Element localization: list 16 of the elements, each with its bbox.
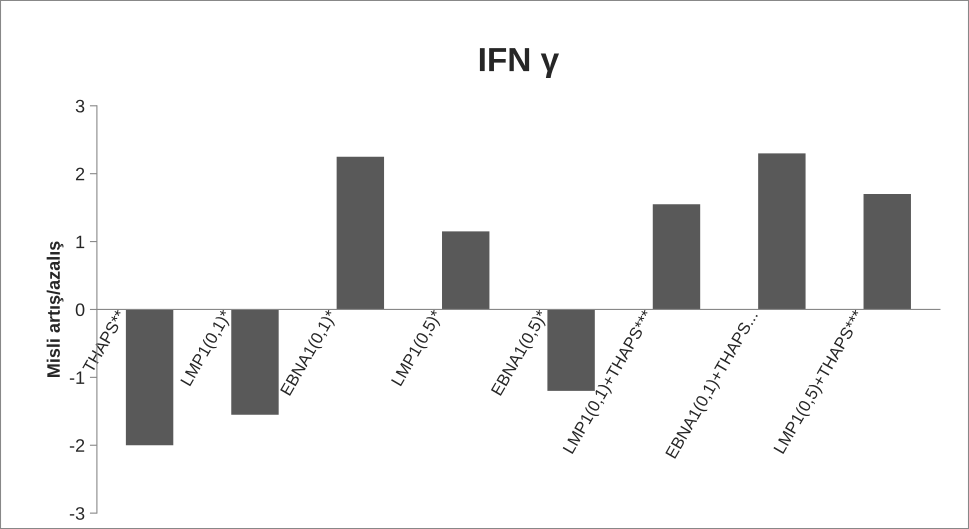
y-tick-label: 1: [76, 236, 84, 248]
bar: [126, 309, 174, 446]
y-tick-label: 2: [76, 168, 84, 180]
y-tick-label: -1: [70, 371, 84, 384]
y-tick-label: -2: [70, 439, 84, 452]
chart-title: IFN γ: [480, 48, 560, 78]
bar: [758, 153, 806, 310]
y-axis-title: Misli artış/azalış: [46, 241, 64, 377]
y-tick-label: 3: [76, 100, 84, 113]
bar: [336, 156, 384, 310]
y-tick-label: 0: [76, 303, 84, 316]
bar: [864, 194, 911, 310]
y-tick-label: -3: [70, 507, 84, 520]
bar: [652, 204, 700, 310]
bar: [231, 309, 279, 415]
bar: [442, 231, 490, 310]
